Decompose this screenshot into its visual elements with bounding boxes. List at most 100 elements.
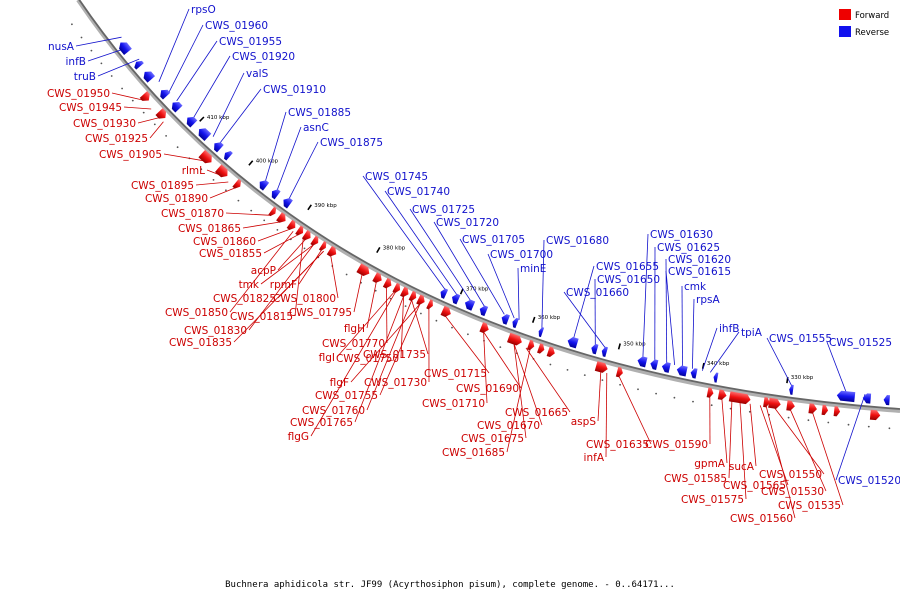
track-dot bbox=[655, 392, 657, 395]
forward-gene bbox=[808, 403, 817, 414]
leader-line bbox=[835, 393, 866, 481]
forward-gene-label: rpmF bbox=[270, 279, 297, 291]
forward-gene-label: aspS bbox=[571, 416, 597, 428]
leader-line bbox=[298, 249, 322, 285]
track-dot bbox=[165, 135, 168, 137]
forward-gene bbox=[763, 397, 770, 408]
forward-gene-label: CWS_01800 bbox=[273, 293, 336, 305]
label-leader-lines bbox=[75, 8, 866, 519]
reverse-gene-label: tpiA bbox=[741, 327, 763, 339]
leader-line bbox=[330, 255, 339, 299]
leader-line bbox=[642, 233, 649, 358]
reverse-gene bbox=[883, 395, 890, 406]
reverse-gene bbox=[134, 60, 144, 70]
track-dot bbox=[637, 388, 639, 391]
track-dot bbox=[619, 383, 621, 386]
tick-mark bbox=[199, 116, 205, 122]
reverse-gene bbox=[789, 384, 794, 395]
leader-line bbox=[433, 221, 485, 307]
reverse-gene-label: rpsO bbox=[191, 4, 216, 16]
forward-gene bbox=[768, 397, 781, 409]
track-dot bbox=[250, 209, 253, 212]
track-dot bbox=[601, 379, 604, 381]
reverse-gene bbox=[650, 359, 659, 370]
track-dot bbox=[583, 374, 586, 376]
leader-line bbox=[513, 343, 527, 439]
tick-label: 350 kbp bbox=[623, 342, 646, 348]
forward-gene-label: CWS_01755 bbox=[315, 390, 378, 402]
leader-line bbox=[709, 331, 740, 373]
reverse-gene bbox=[713, 372, 719, 383]
leader-line bbox=[692, 298, 695, 369]
forward-gene-label: CWS_01795 bbox=[289, 307, 352, 319]
leader-line bbox=[563, 291, 606, 348]
track-dot bbox=[827, 421, 830, 424]
leader-line bbox=[277, 239, 306, 271]
leader-line bbox=[665, 270, 675, 366]
track-dot bbox=[404, 305, 407, 307]
leader-line bbox=[276, 126, 302, 191]
track-dot bbox=[435, 319, 438, 322]
track-dot bbox=[225, 189, 227, 192]
leader-line bbox=[233, 250, 324, 343]
reverse-gene bbox=[836, 390, 856, 403]
forward-gene-label: CWS_01575 bbox=[681, 494, 744, 506]
map-caption: Buchnera aphidicola str. JF99 (Acyrthosi… bbox=[225, 580, 675, 590]
leader-line bbox=[123, 106, 152, 110]
reverse-gene-label: CWS_01620 bbox=[668, 254, 731, 266]
forward-gene bbox=[214, 164, 228, 178]
reverse-gene bbox=[676, 365, 688, 377]
track-dot bbox=[787, 416, 790, 419]
forward-gene bbox=[730, 391, 751, 405]
leader-line bbox=[513, 343, 543, 426]
backbone-shadow bbox=[76, 0, 900, 413]
forward-gene bbox=[301, 229, 311, 241]
forward-gene-label: CWS_01890 bbox=[145, 193, 208, 205]
reverse-gene-label: valS bbox=[246, 68, 269, 80]
reverse-gene bbox=[259, 180, 270, 191]
forward-gene bbox=[155, 108, 167, 119]
reverse-gene-label: CWS_01745 bbox=[365, 171, 428, 183]
leader-line bbox=[384, 190, 458, 296]
leader-line bbox=[506, 349, 531, 453]
leader-line bbox=[826, 341, 847, 393]
forward-gene bbox=[286, 219, 296, 230]
forward-gene-label: CWS_01825 bbox=[213, 293, 276, 305]
forward-gene bbox=[821, 404, 829, 416]
leader-line bbox=[790, 409, 827, 492]
leader-line bbox=[158, 8, 190, 82]
leader-line bbox=[411, 300, 429, 355]
forward-gene bbox=[232, 178, 242, 189]
reverse-gene-label: CWS_01955 bbox=[219, 36, 282, 48]
forward-gene bbox=[479, 322, 489, 333]
forward-gene-label: CWS_01665 bbox=[505, 407, 568, 419]
leader-line bbox=[137, 117, 160, 124]
reverse-gene-label: CWS_01885 bbox=[288, 107, 351, 119]
forward-gene-label: CWS_01675 bbox=[461, 433, 524, 445]
leader-line bbox=[257, 228, 291, 242]
reverse-gene-label: cmk bbox=[684, 281, 707, 293]
reverse-gene-label: CWS_01660 bbox=[566, 287, 629, 299]
reverse-gene bbox=[464, 299, 476, 311]
leader-line bbox=[195, 181, 229, 186]
reverse-gene-label: CWS_01740 bbox=[387, 186, 450, 198]
track-dot bbox=[729, 407, 732, 410]
legend: Forward Reverse bbox=[839, 9, 889, 38]
leader-line bbox=[483, 331, 488, 404]
forward-gene-label: CWS_01670 bbox=[477, 420, 540, 432]
forward-gene-label: CWS_01565 bbox=[723, 480, 786, 492]
reverse-gene bbox=[690, 368, 698, 379]
leader-line bbox=[812, 412, 844, 506]
forward-gene-label: CWS_01830 bbox=[184, 325, 247, 337]
leader-line bbox=[229, 230, 294, 313]
reverse-gene-label: infB bbox=[66, 56, 86, 68]
forward-gene-label: CWS_01835 bbox=[169, 337, 232, 349]
reverse-gene-label: CWS_01680 bbox=[546, 235, 609, 247]
forward-gene-label: CWS_01770 bbox=[322, 338, 385, 350]
leader-line bbox=[765, 406, 796, 519]
forward-gene bbox=[318, 241, 327, 251]
forward-gene bbox=[615, 366, 623, 378]
track-dot bbox=[276, 229, 279, 231]
forward-gene-label: CWS_01585 bbox=[664, 473, 727, 485]
forward-gene-label: CWS_01730 bbox=[364, 377, 427, 389]
